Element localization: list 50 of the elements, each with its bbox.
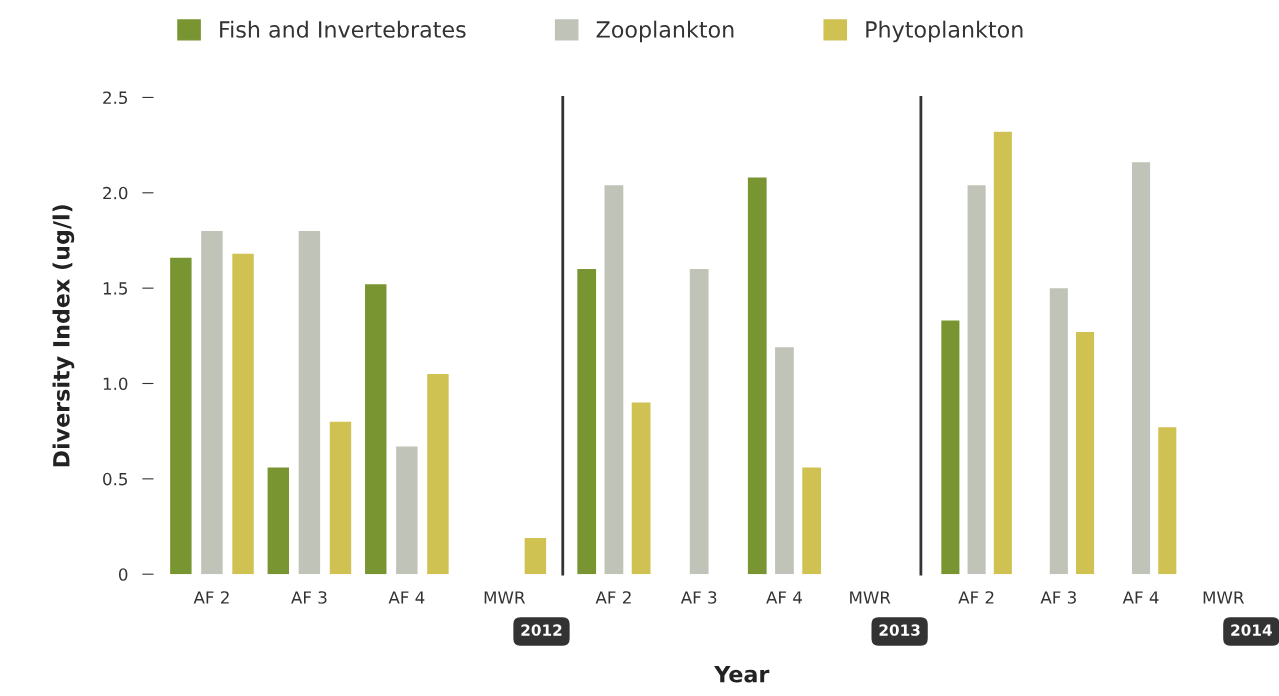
bar	[993, 131, 1012, 575]
x-tick-label: AF 3	[1040, 591, 1076, 604]
x-tick-label: AF 2	[958, 591, 994, 604]
bar	[201, 230, 223, 575]
bar	[1158, 427, 1177, 575]
bar	[1049, 288, 1068, 575]
x-tick-label: AF 3	[680, 591, 717, 604]
y-tick-label: 1.0	[103, 377, 128, 391]
bar	[329, 421, 352, 575]
legend-label: Zooplankton	[596, 20, 734, 43]
bar	[631, 402, 651, 575]
bar	[1076, 332, 1095, 575]
x-tick-label: AF 4	[1122, 591, 1159, 604]
x-tick-label: MWR	[850, 591, 891, 604]
legend-label: Phytoplankton	[866, 20, 1023, 43]
bar	[577, 269, 597, 575]
bar	[967, 185, 986, 575]
x-tick-label: AF 3	[291, 591, 327, 604]
x-tick-label: AF 4	[388, 591, 425, 604]
x-tick-label: MWR	[1203, 591, 1245, 604]
bar	[524, 537, 547, 575]
text: 2014	[1231, 624, 1272, 636]
y-tick-label: 0	[118, 568, 128, 581]
x-tick-label: AF 2	[193, 591, 229, 604]
bar	[298, 230, 321, 575]
text: 2013	[879, 624, 920, 636]
bar	[427, 373, 449, 575]
x-tick-label: MWR	[484, 591, 526, 604]
text: 2012	[521, 624, 562, 636]
bar	[396, 446, 418, 575]
bar	[747, 177, 767, 575]
y-tick-label: 1.5	[103, 282, 128, 295]
bar	[689, 269, 709, 575]
x-tick-label: AF 4	[766, 591, 802, 604]
y-axis-title: Diversity Index (ug/l)	[52, 205, 75, 467]
y-tick-label: 2.0	[103, 186, 128, 200]
bar	[1132, 162, 1151, 575]
bar	[267, 467, 290, 575]
legend-label: Fish and Invertebrates	[220, 20, 466, 38]
y-tick-label: 2.5	[103, 91, 128, 105]
bar	[170, 257, 192, 575]
x-axis-title: Year	[714, 666, 770, 683]
bar	[232, 253, 254, 575]
bar	[941, 320, 960, 575]
y-tick-label: 0.5	[103, 472, 128, 486]
bar	[365, 284, 387, 575]
x-tick-label: AF 2	[595, 591, 631, 604]
bar	[775, 347, 794, 575]
bar	[604, 185, 624, 575]
bar	[802, 467, 822, 575]
